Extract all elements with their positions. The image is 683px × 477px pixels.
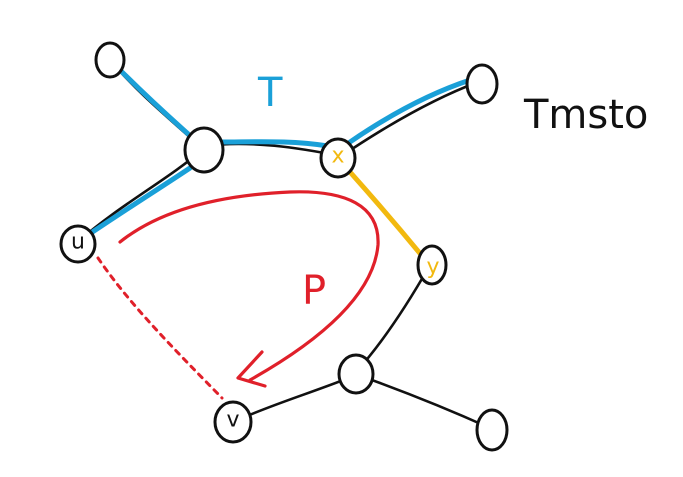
path-label-p: P [302, 268, 326, 314]
node-u-label: u [71, 230, 85, 255]
edge-x-leaf2 [338, 80, 480, 159]
node-v [213, 400, 253, 444]
node-y-label: y [426, 255, 439, 280]
node-y [416, 244, 448, 286]
tree-edges-blue [85, 67, 473, 238]
node-center [183, 126, 225, 174]
nodes [59, 41, 509, 452]
node-leaf-top-left [94, 41, 126, 79]
node-leaf-top-right [465, 63, 499, 105]
non-tree-edge-u-v [96, 256, 224, 400]
node-u [59, 224, 97, 264]
tree-edge-x-leaf2 [347, 77, 473, 145]
node-v-label: v [226, 408, 239, 433]
tree-edge-leaf1-center [117, 67, 198, 143]
node-leaf-bottom-right [475, 408, 509, 452]
side-label-tmsto: Tmsto [523, 92, 648, 138]
tree-edge-center-u [85, 165, 193, 238]
tree-label-t: T [257, 70, 283, 116]
node-x-label: x [331, 144, 344, 169]
path-p-curve [118, 190, 380, 382]
node-x [319, 137, 357, 179]
node-m [337, 353, 375, 395]
edge-m-leaf3 [356, 373, 492, 430]
tree-edge-center-x [217, 139, 331, 149]
path-p-arrowhead [236, 350, 267, 388]
